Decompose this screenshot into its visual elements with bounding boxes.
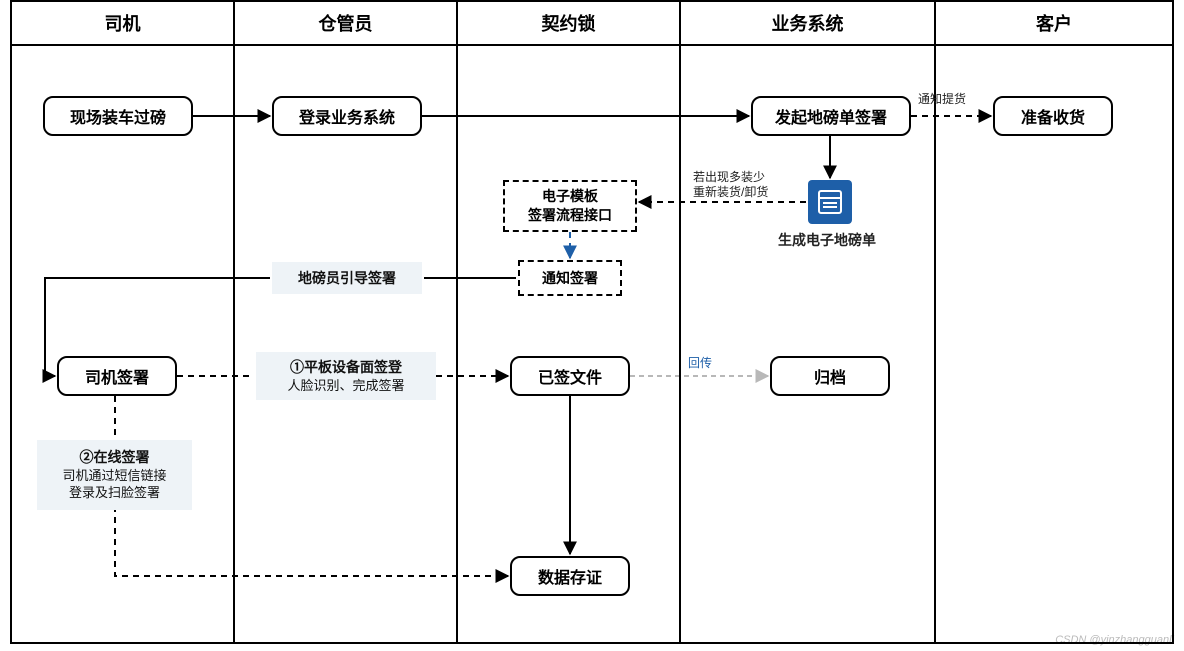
node-n2: 登录业务系统 [272,96,422,136]
swimlane-diagram: { "diagram": { "type": "swimlane-flowcha… [0,0,1184,651]
document-icon [808,180,852,224]
dashed-d2: 通知签署 [518,260,622,296]
info-i2: ①平板设备面签登人脸识别、完成签署 [256,352,436,400]
node-n4: 准备收货 [993,96,1113,136]
dashed-d1: 电子模板签署流程接口 [503,180,637,232]
node-n1: 现场装车过磅 [43,96,193,136]
lane-header-lane1: 司机 [10,0,235,46]
info-i1: 地磅员引导签署 [272,262,422,294]
lane-body-lane3 [456,44,681,644]
lane-header-lane3: 契约锁 [456,0,681,46]
node-n8: 数据存证 [510,556,630,596]
edge-label-el1: 通知提货 [918,92,966,107]
lane-header-lane2: 仓管员 [233,0,458,46]
icon-caption: 生成电子地磅单 [778,232,876,250]
node-n5: 司机签署 [57,356,177,396]
info-i3: ②在线签署司机通过短信链接登录及扫脸签署 [37,440,192,510]
lane-header-lane4: 业务系统 [679,0,936,46]
node-n3: 发起地磅单签署 [751,96,911,136]
edge-label-el2: 若出现多装少重新装货/卸货 [693,170,768,200]
edge-label-el3: 回传 [688,356,712,371]
lane-header-lane5: 客户 [934,0,1174,46]
node-n7: 归档 [770,356,890,396]
node-n6: 已签文件 [510,356,630,396]
